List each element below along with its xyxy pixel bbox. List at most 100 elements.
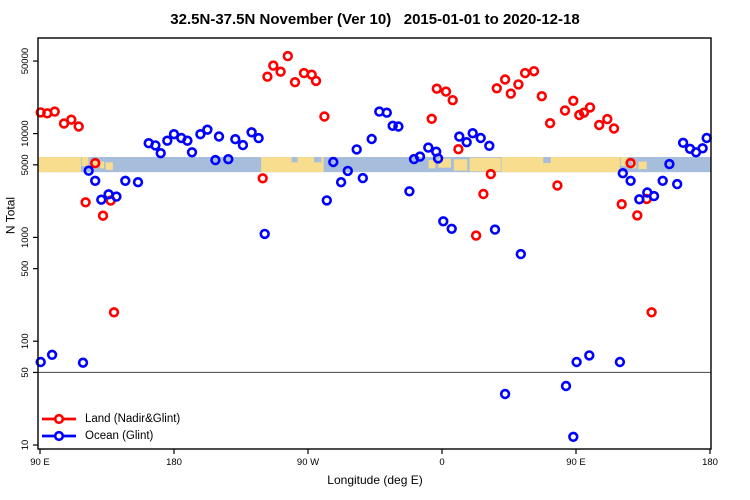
ocean-data-point [446, 223, 457, 235]
ocean-data-point [664, 158, 675, 170]
ocean-data-point [461, 137, 472, 148]
land-data-point [289, 76, 301, 88]
land-data-point [491, 83, 502, 94]
ocean-data-point [484, 140, 495, 152]
legend-item-ocean: Ocean (Glint) [41, 429, 180, 443]
x-tick-label: 0 [439, 457, 444, 468]
band-ocean-patch [313, 157, 322, 163]
ocean-data-point [46, 349, 58, 360]
ocean-data-point [202, 124, 213, 135]
land-data-point [625, 157, 636, 169]
ocean-data-point [35, 356, 46, 368]
ocean-data-point [614, 356, 626, 368]
legend: Land (Nadir&Glint) Ocean (Glint) [41, 412, 180, 443]
land-data-point [97, 210, 109, 221]
land-data-point [49, 106, 60, 117]
chart-title: 32.5N-37.5N November (Ver 10) 2015-01-01… [170, 11, 580, 28]
ocean-data-point [366, 133, 377, 145]
ocean-data-point [568, 431, 579, 442]
ocean-data-point [560, 380, 572, 392]
ocean-data-point [351, 144, 362, 155]
land-data-point [608, 123, 620, 134]
ocean-data-point [634, 194, 645, 205]
band-land-patch [620, 157, 628, 167]
land-data-point [602, 113, 613, 125]
band-land-segment [38, 157, 81, 173]
land-series-marker-icon [42, 413, 76, 425]
land-data-point [89, 157, 101, 169]
ocean-data-point [381, 107, 392, 118]
ocean-data-point [186, 147, 198, 158]
ocean-data-point [237, 139, 249, 151]
ocean-data-point [182, 135, 193, 146]
land-data-point [80, 197, 91, 208]
land-data-point [257, 173, 268, 184]
ocean-data-point [414, 151, 426, 162]
land-data-point [262, 71, 273, 82]
y-tick-label: 100 [20, 333, 31, 349]
ocean-data-point [259, 228, 270, 240]
land-data-point [544, 117, 556, 129]
ocean-data-point [438, 216, 449, 227]
ocean-data-point [223, 154, 234, 165]
land-data-point [485, 168, 496, 180]
ocean-data-point [423, 142, 434, 153]
ocean-data-point [648, 190, 660, 202]
ocean-data-point [96, 194, 107, 205]
land-data-point [431, 83, 442, 94]
land-data-point [453, 144, 464, 155]
ocean-data-point [701, 132, 712, 144]
land-data-point [536, 90, 547, 102]
ocean-data-point [475, 132, 486, 144]
ocean-data-point [342, 165, 353, 177]
land-data-point [632, 210, 643, 221]
land-data-point [616, 199, 627, 210]
legend-label-land: Land (Nadir&Glint) [85, 413, 181, 425]
land-data-point [584, 102, 596, 113]
ocean-data-point [671, 178, 683, 190]
land-data-point [505, 88, 516, 99]
land-data-point [447, 94, 458, 106]
y-tick-label: 10000 [20, 120, 31, 146]
land-data-point [282, 50, 293, 62]
ocean-data-point [111, 191, 122, 202]
band-ocean-patch [543, 157, 551, 164]
ocean-data-point [321, 195, 332, 206]
band-land-patch [453, 159, 468, 171]
land-data-point [310, 75, 322, 87]
land-data-point [568, 95, 579, 107]
ocean-data-point [120, 175, 131, 187]
ocean-data-point [357, 172, 368, 184]
x-tick-label: 90 E [566, 457, 586, 468]
ocean-data-point [454, 131, 465, 142]
land-data-point [478, 188, 489, 200]
ocean-series-marker-icon [42, 430, 76, 442]
x-tick-label: 180 [702, 457, 718, 468]
ocean-data-point [467, 128, 478, 139]
land-data-point [108, 307, 120, 318]
band-land-patch [92, 160, 98, 169]
ocean-data-point [155, 148, 166, 159]
land-data-point [513, 79, 524, 90]
ocean-data-point [515, 248, 526, 260]
land-data-point [319, 111, 330, 122]
ocean-data-point [404, 186, 415, 197]
land-data-point [426, 113, 437, 125]
x-tick-label: 180 [166, 457, 182, 468]
ocean-data-point [584, 350, 595, 361]
ocean-data-point [393, 121, 404, 132]
ocean-data-point [213, 131, 225, 142]
band-land-segment [261, 157, 324, 173]
land-data-point [275, 66, 286, 77]
land-data-point [73, 121, 84, 132]
y-tick-label: 50000 [20, 48, 31, 74]
land-data-point [646, 307, 657, 318]
ocean-data-point [335, 177, 347, 188]
ocean-data-point [83, 165, 94, 176]
ocean-data-point [253, 132, 264, 144]
land-data-point [578, 107, 590, 118]
band-land-patch [100, 161, 105, 169]
y-tick-label: 500 [20, 261, 31, 277]
